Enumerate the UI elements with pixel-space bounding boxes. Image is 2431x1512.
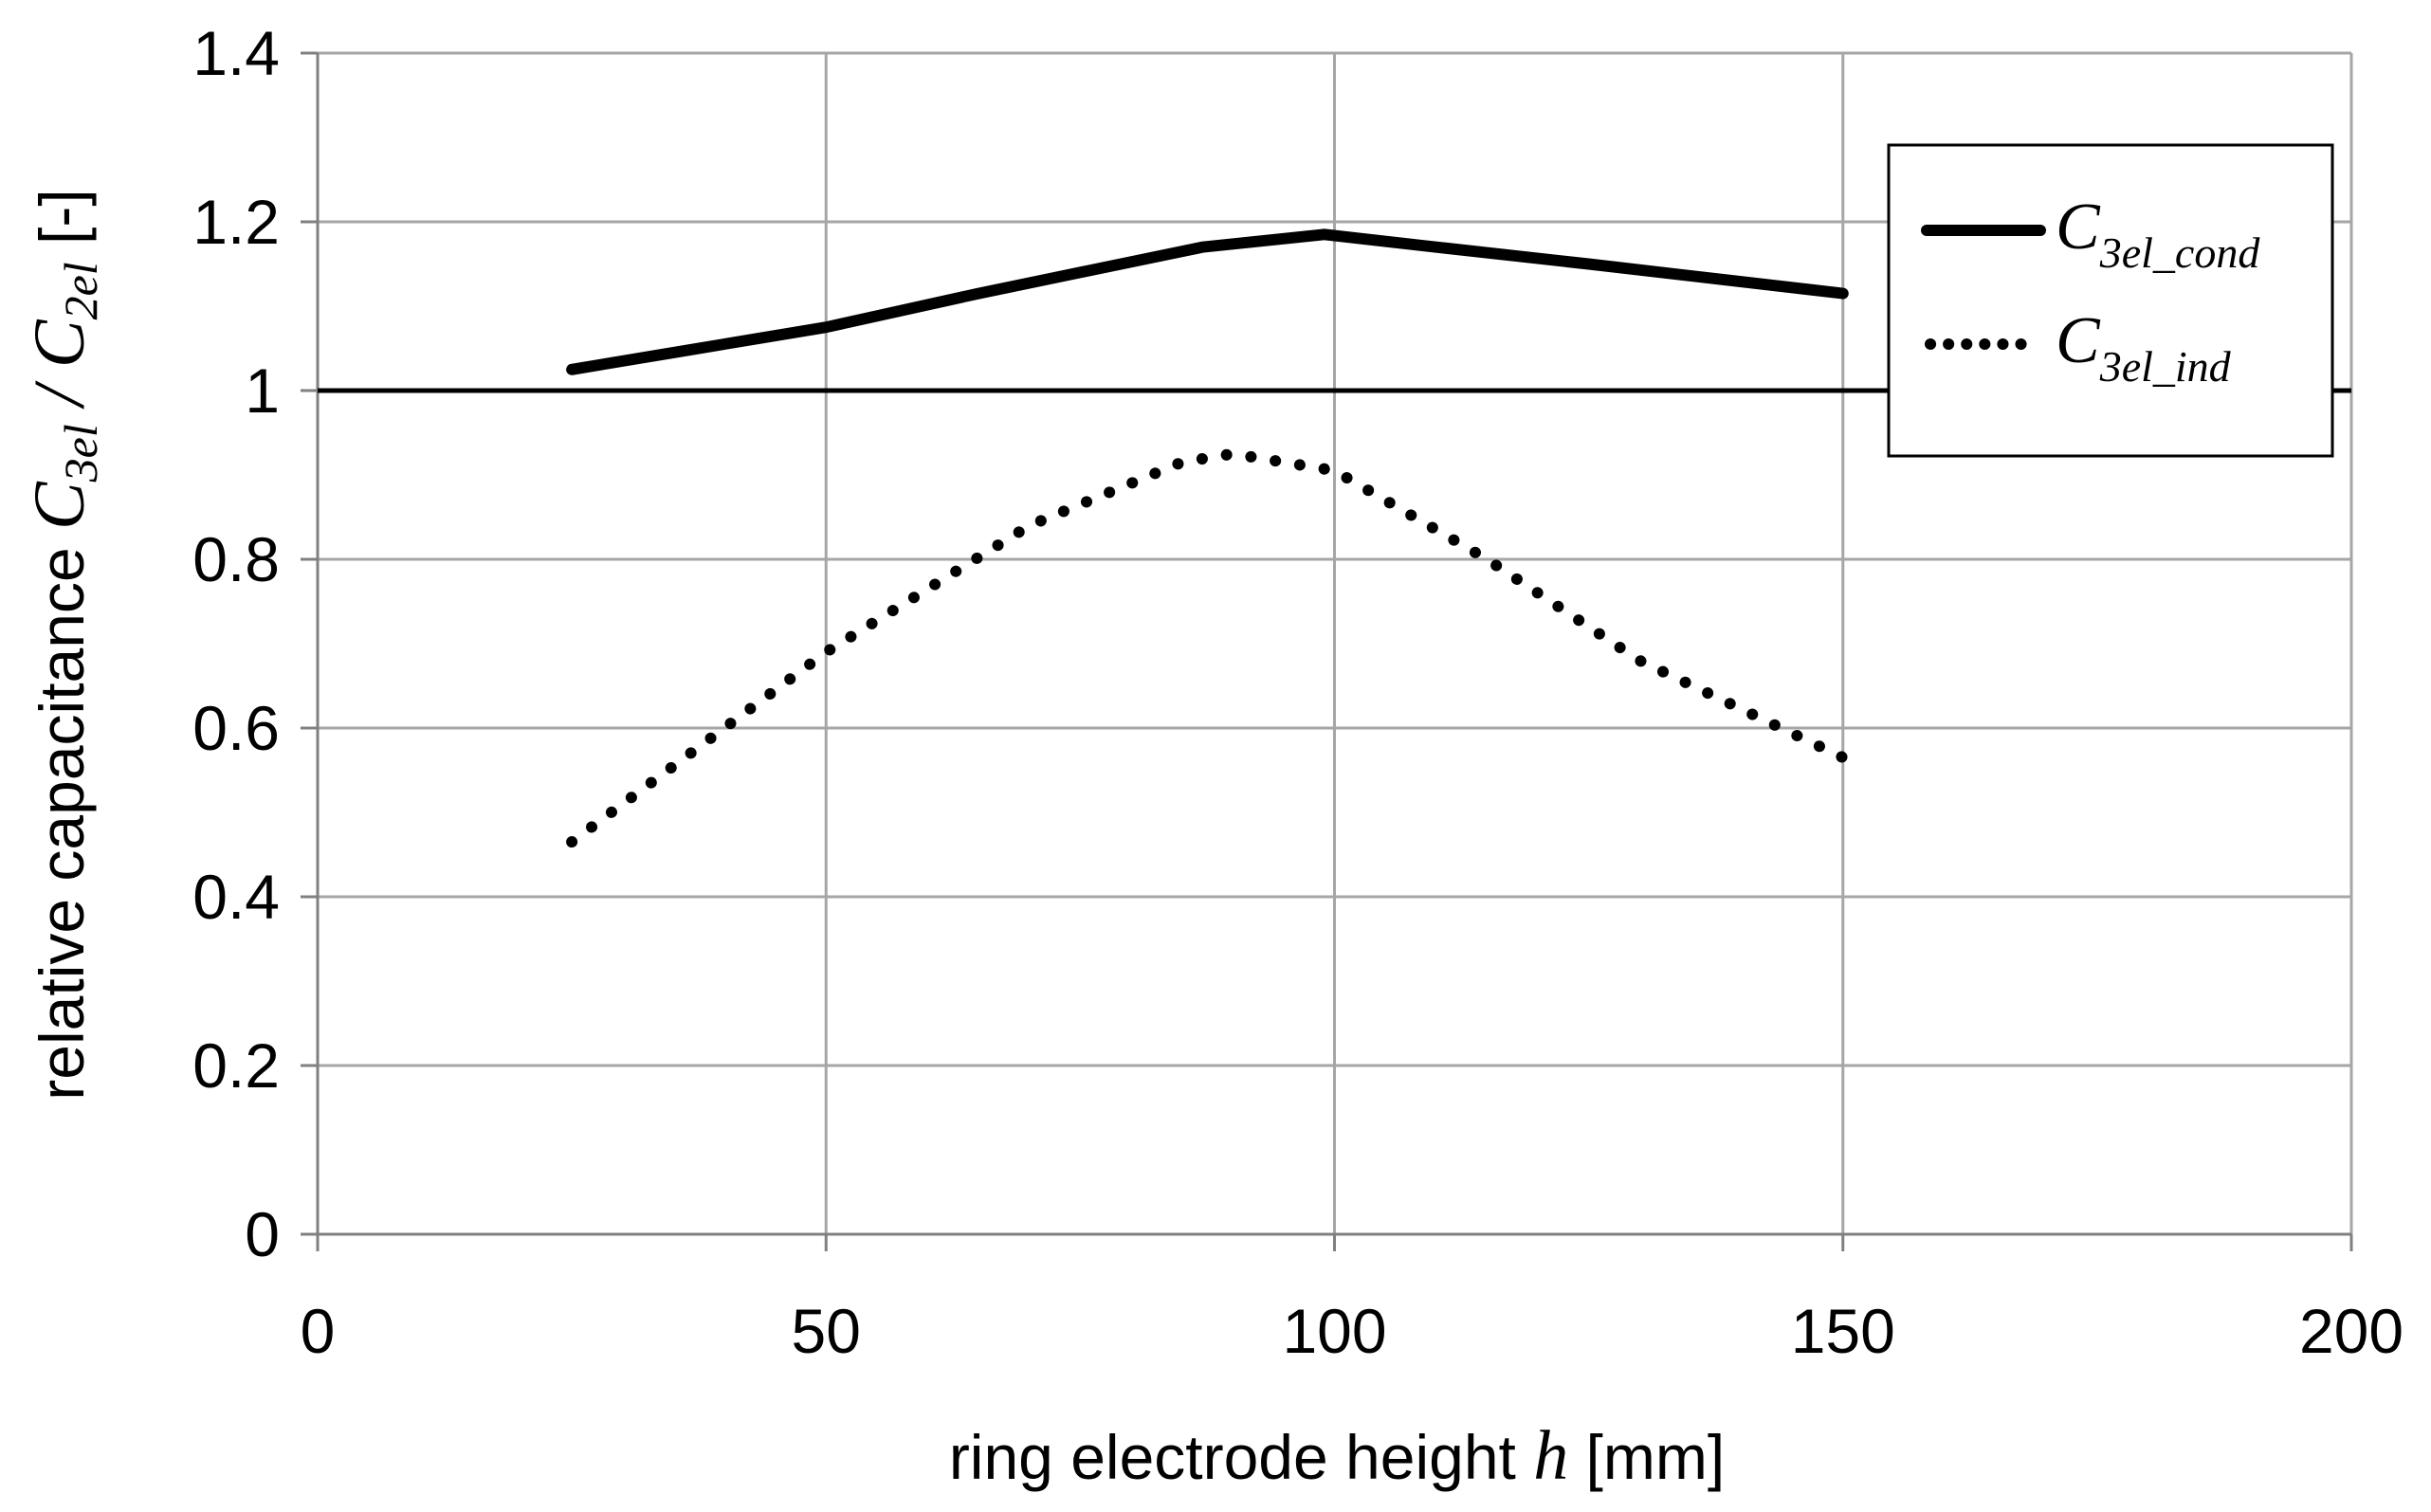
y-axis-label-slash: / (20, 368, 100, 424)
series-line-C_3el_cond (566, 228, 1849, 375)
y-axis-label-num-main: C (20, 481, 100, 530)
legend-label-ind-main: C (2056, 304, 2101, 377)
y-tick-label: 0 (245, 1199, 280, 1269)
legend-label-ind-sub: 3el_ind (2099, 342, 2232, 391)
x-tick-label: 150 (1791, 1296, 1895, 1366)
y-axis-label-den-sub: 2el (54, 262, 107, 319)
y-tick-label: 1.2 (192, 187, 280, 257)
legend-label-cond-main: C (2056, 191, 2101, 264)
tick-labels: 0 0.2 0.4 0.6 0.8 1 1.2 1.4 0 50 100 150 200 (192, 18, 2404, 1366)
x-axis-label: ring electrode height h [mm] (949, 1417, 1725, 1495)
series-line-C_3el_ind (566, 447, 1849, 848)
legend-label-cond: C3el_cond (2056, 191, 2260, 277)
y-axis-label-den-main: C (20, 319, 100, 368)
y-tick-label: 1.4 (192, 18, 280, 88)
legend-label-ind: C3el_ind (2056, 304, 2232, 391)
x-axis-label-prefix: ring electrode height (949, 1422, 1533, 1492)
legend-label-cond-sub: 3el_cond (2099, 228, 2261, 277)
y-axis-label-num-sub: 3el (54, 424, 107, 483)
legend: C3el_cond C3el_ind (1887, 143, 2334, 458)
y-tick-label: 0.4 (192, 862, 280, 932)
x-tick-label: 50 (792, 1296, 861, 1366)
x-axis-label-symbol: h (1533, 1417, 1568, 1495)
y-axis-label: relative capacitance C3el / C2el [-] (20, 189, 107, 1100)
series-group (566, 228, 1849, 848)
x-tick-label: 100 (1282, 1296, 1386, 1366)
x-tick-label: 200 (2299, 1296, 2404, 1366)
axes (301, 51, 2353, 1251)
y-tick-label: 0.6 (192, 693, 280, 763)
legend-box (1887, 143, 2334, 458)
x-tick-label: 0 (301, 1296, 336, 1366)
y-tick-label: 0.2 (192, 1030, 280, 1101)
y-tick-label: 1 (245, 355, 280, 426)
y-axis-label-suffix: [-] (27, 189, 97, 262)
x-axis-label-suffix: [mm] (1568, 1422, 1725, 1492)
y-axis-label-prefix: relative capacitance (27, 530, 97, 1101)
y-tick-label: 0.8 (192, 524, 280, 594)
